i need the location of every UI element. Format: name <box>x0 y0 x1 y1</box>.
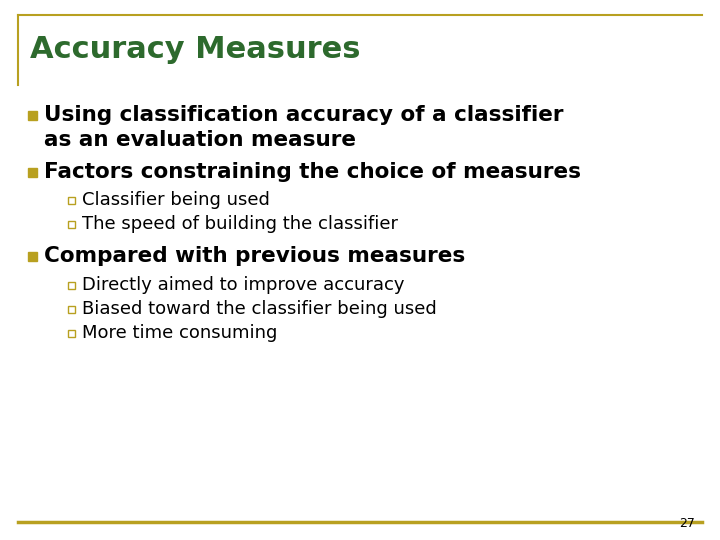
Text: Biased toward the classifier being used: Biased toward the classifier being used <box>82 300 437 318</box>
Text: The speed of building the classifier: The speed of building the classifier <box>82 215 398 233</box>
Text: Factors constraining the choice of measures: Factors constraining the choice of measu… <box>44 162 581 182</box>
Bar <box>68 306 75 313</box>
Bar <box>28 167 37 177</box>
Bar <box>68 329 75 336</box>
Text: Classifier being used: Classifier being used <box>82 191 270 209</box>
Text: Directly aimed to improve accuracy: Directly aimed to improve accuracy <box>82 276 405 294</box>
Text: 27: 27 <box>679 517 695 530</box>
Bar <box>68 281 75 288</box>
Bar <box>28 252 37 260</box>
Text: Accuracy Measures: Accuracy Measures <box>30 36 361 64</box>
Text: More time consuming: More time consuming <box>82 324 277 342</box>
Bar <box>28 111 37 119</box>
Bar <box>68 197 75 204</box>
Text: Compared with previous measures: Compared with previous measures <box>44 246 465 266</box>
Bar <box>68 220 75 227</box>
Text: as an evaluation measure: as an evaluation measure <box>44 130 356 150</box>
Text: Using classification accuracy of a classifier: Using classification accuracy of a class… <box>44 105 564 125</box>
